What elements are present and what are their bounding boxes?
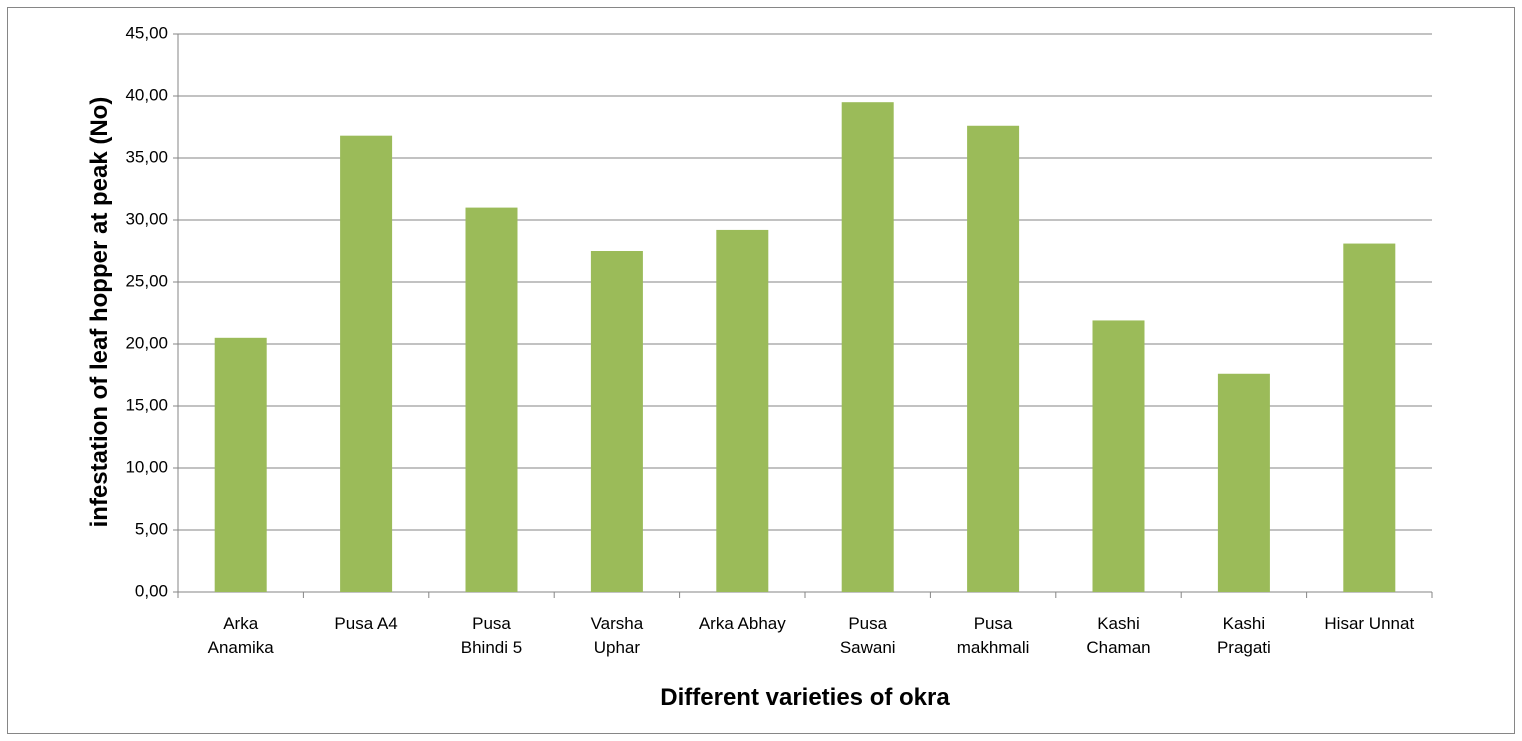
bar	[716, 229, 769, 593]
x-tick-label: Pusa Sawani	[839, 614, 896, 657]
y-tick-label: 45,00	[125, 23, 168, 42]
x-tick-label: Arka Anamika	[207, 614, 274, 657]
y-tick-label: 10,00	[125, 457, 168, 476]
bar	[1343, 243, 1396, 592]
bar	[841, 102, 894, 592]
x-tick-label: Kashi Pragati	[1216, 614, 1271, 657]
bar	[967, 125, 1020, 592]
x-tick-label: Arka Abhay	[698, 614, 786, 633]
x-tick-label: Hisar Unnat	[1324, 614, 1415, 633]
bar	[590, 251, 643, 592]
x-tick-label: Varsha Uphar	[590, 614, 644, 657]
x-tick-label: Pusa A4	[334, 614, 398, 633]
y-tick-label: 25,00	[125, 271, 168, 290]
y-axis-title: infestation of leaf hopper at peak (No)	[86, 96, 113, 528]
bar	[340, 135, 393, 592]
bar	[1092, 320, 1145, 592]
y-tick-label: 20,00	[125, 333, 168, 352]
bar	[465, 207, 518, 592]
bar	[1217, 373, 1270, 592]
y-tick-label: 35,00	[125, 147, 168, 166]
y-tick-label: 5,00	[135, 519, 168, 538]
y-tick-label: 30,00	[125, 209, 168, 228]
x-tick-label: Kashi Chaman	[1086, 614, 1151, 657]
chart-border	[7, 7, 1515, 734]
y-tick-label: 40,00	[125, 85, 168, 104]
x-tick-label: Pusa makhmali	[956, 614, 1030, 657]
x-axis-title: Different varieties of okra	[660, 684, 950, 711]
x-tick-label: Pusa Bhindi 5	[460, 614, 523, 657]
bar	[214, 337, 267, 592]
y-tick-label: 15,00	[125, 395, 168, 414]
y-tick-label: 0,00	[135, 581, 168, 600]
